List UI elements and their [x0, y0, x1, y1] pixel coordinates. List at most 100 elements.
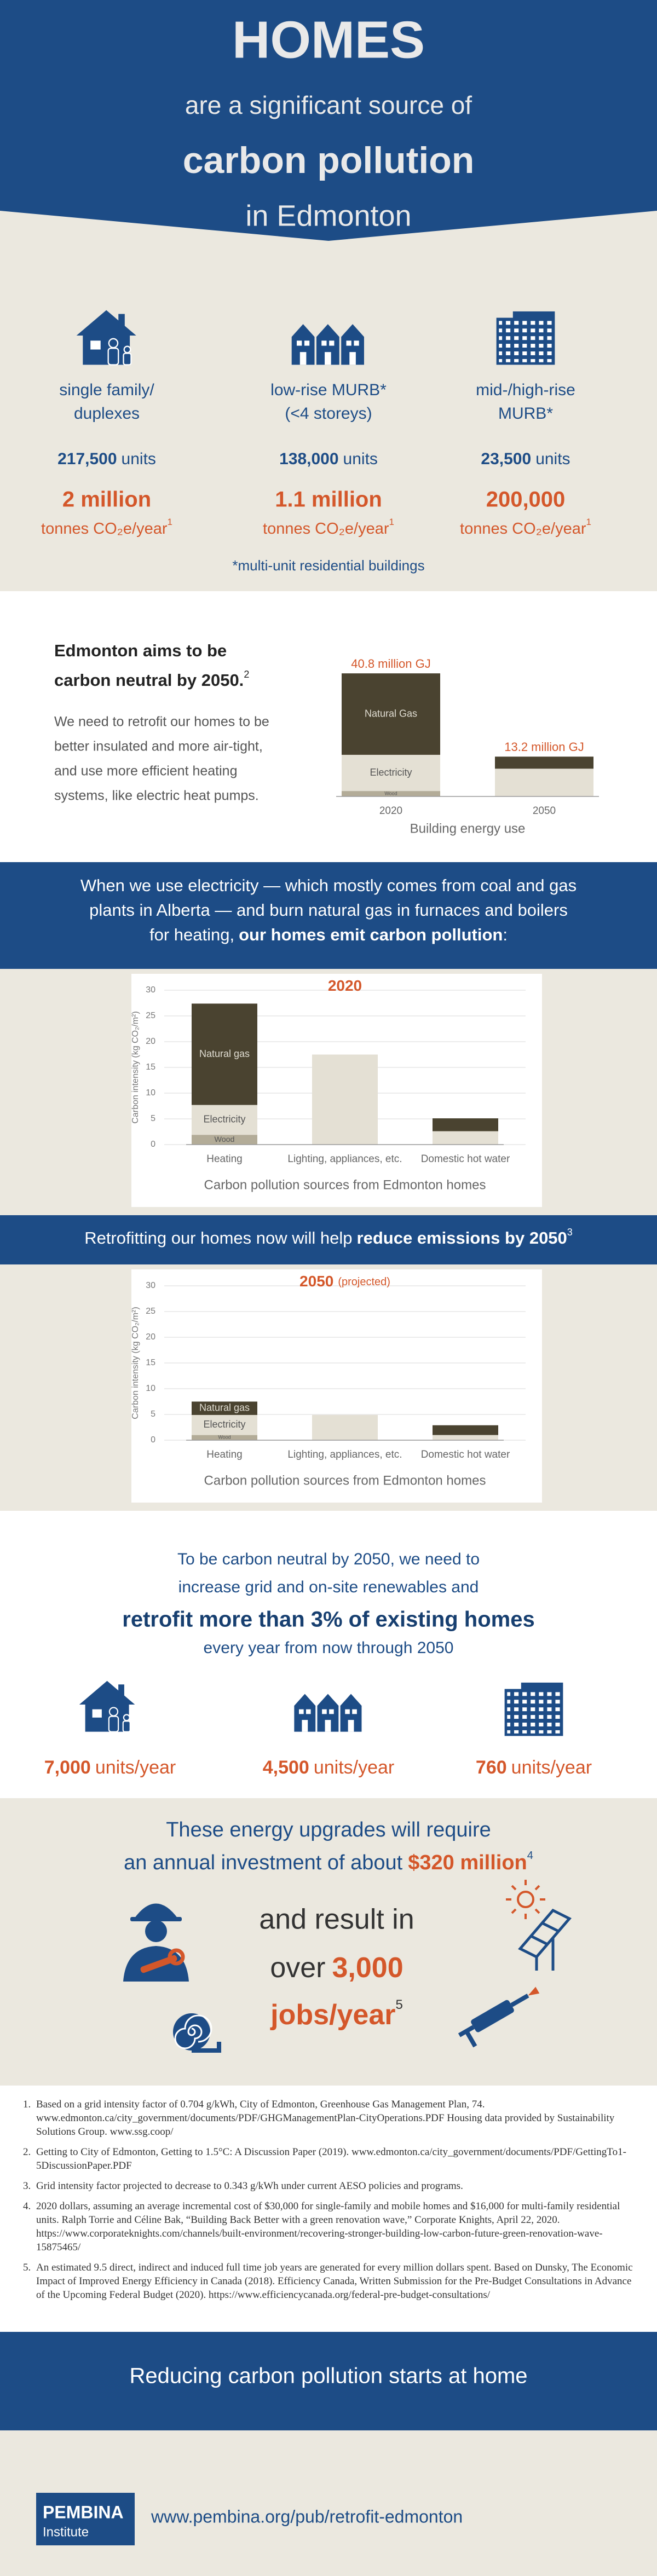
title-note: (projected)	[338, 1276, 390, 1288]
bar-segment	[342, 754, 440, 792]
header-bg	[0, 0, 657, 241]
count-unit: units	[343, 450, 378, 468]
housing-emissions: 2 million	[62, 488, 151, 512]
housing-label: low-rise MURB*	[270, 381, 387, 399]
bar-segment	[312, 1054, 378, 1145]
x-tick-label: Lighting, appliances, etc.	[287, 1153, 402, 1165]
rate-count: 7,000	[44, 1757, 91, 1778]
y-tick-label: 25	[146, 1011, 155, 1020]
segment-label: Wood	[214, 1135, 234, 1144]
bar-segment	[192, 1105, 257, 1135]
footnote-number: 4.	[23, 2200, 31, 2212]
bar-segment	[192, 1435, 257, 1440]
y-tick-label: 30	[146, 985, 155, 995]
rate: 760 units/year	[476, 1757, 592, 1778]
x-axis-label: Building energy use	[410, 821, 526, 836]
header-line: in Edmonton	[245, 199, 411, 232]
intro-line: When we use electricity — which mostly c…	[80, 876, 577, 895]
bar-segment	[192, 1003, 257, 1105]
emissions-unit: tonnes CO₂e/year1	[460, 517, 591, 537]
bar-segment	[433, 1131, 498, 1145]
x-tick-label: Lighting, appliances, etc.	[287, 1449, 402, 1460]
jobs-count: 3,000	[332, 1952, 404, 1984]
emissions-unit: tonnes CO₂e/year1	[41, 517, 172, 537]
housing-label: MURB*	[498, 405, 553, 423]
bar-segment	[192, 1135, 257, 1145]
footnote-number: 2.	[23, 2146, 31, 2158]
x-tick-label: Heating	[206, 1449, 243, 1460]
x-axis-label: Carbon pollution sources from Edmonton h…	[204, 1177, 486, 1192]
y-tick-label: 15	[146, 1062, 155, 1072]
footnote-ref: 4	[527, 1850, 533, 1862]
unit: tonnes CO₂e/year	[41, 520, 168, 538]
segment-label: Wood	[384, 790, 397, 796]
rate: 4,500 units/year	[263, 1757, 395, 1778]
target-line: increase grid and on-site renewables and	[178, 1578, 479, 1596]
bar-segment	[495, 756, 593, 769]
rate-unit: units/year	[95, 1757, 176, 1778]
y-tick-label: 5	[151, 1410, 155, 1419]
footer-bg	[0, 2332, 657, 2430]
housing-label: (<4 storeys)	[285, 405, 372, 423]
x-tick-label: Heating	[206, 1153, 243, 1165]
y-axis-label: Carbon intensity (kg CO₂/m²)	[131, 1011, 140, 1123]
housing-count: 138,000 units	[279, 450, 378, 468]
chart: 0 5 10 15 20 25 30 Carbon intensity (kg CO₂/m²)…	[131, 1269, 542, 1503]
footnote-text: Grid intensity factor projected to decre…	[36, 2180, 463, 2192]
housing-label: mid-/high-rise	[476, 381, 575, 399]
jobs-unit: jobs/year5	[270, 1997, 403, 2030]
y-tick-label: 10	[146, 1088, 155, 1098]
aim-body: systems, like electric heat pumps.	[54, 788, 259, 804]
intro-line: for heating, our homes emit carbon pollut…	[149, 925, 508, 944]
footnote-text: An estimated 9.5 direct, indirect and in…	[36, 2262, 633, 2301]
footnote: 1. Based on a grid intensity factor of 0.…	[23, 2098, 634, 2139]
y-tick-label: 30	[146, 1281, 155, 1290]
rate-unit: units/year	[314, 1757, 394, 1778]
y-tick-label: 20	[146, 1037, 155, 1046]
band-bg	[0, 1215, 657, 1264]
housing-footnote: *multi-unit residential buildings	[232, 557, 424, 574]
footnote-text: 2020 dollars, assuming an average increm…	[36, 2200, 620, 2253]
icon-caulk-gun	[458, 1986, 540, 2048]
rate: 7,000 units/year	[44, 1757, 176, 1778]
chart-panel	[131, 1269, 542, 1503]
bar-segment	[342, 673, 440, 755]
amount: $320 million	[408, 1851, 527, 1874]
text: an annual investment of about	[124, 1851, 403, 1874]
intro-line: plants in Alberta — and burn natural gas…	[89, 900, 568, 920]
x-axis-label: Carbon pollution sources from Edmonton h…	[204, 1473, 486, 1488]
segment-label: Electricity	[370, 767, 412, 778]
bar-segment	[433, 1435, 498, 1440]
aim-body: and use more efficient heating	[54, 764, 238, 779]
segment-label: Natural Gas	[365, 708, 417, 719]
section-bg	[0, 1511, 657, 1798]
x-tick-label: 2050	[533, 805, 556, 817]
investment-line: These energy upgrades will require	[166, 1818, 491, 1841]
icon-low-rise	[294, 1694, 362, 1732]
segment-label: Electricity	[203, 1419, 245, 1430]
x-tick-label: Domestic hot water	[421, 1153, 510, 1165]
title: 2050	[299, 1273, 333, 1290]
icon-high-rise	[496, 311, 555, 365]
bar-segment	[495, 769, 593, 796]
aim-heading: Edmonton aims to be	[54, 641, 227, 660]
count-unit: units	[122, 450, 156, 468]
y-tick-label: 0	[151, 1435, 155, 1445]
rate-unit: units/year	[511, 1757, 592, 1778]
segment-label: Wood	[218, 1435, 230, 1440]
footnote: 2. Getting to City of Edmonton, Getting t…	[23, 2145, 634, 2173]
text: for heating,	[149, 925, 234, 944]
target-line: To be carbon neutral by 2050, we need to	[177, 1550, 480, 1568]
footnote-number: 5.	[23, 2262, 31, 2273]
rate-count: 4,500	[263, 1757, 309, 1778]
bar-segment	[312, 1414, 378, 1440]
emphasis: reduce emissions by 2050	[357, 1228, 567, 1247]
icon-solar-panel	[518, 1908, 572, 1971]
header-line: carbon pollution	[183, 140, 475, 181]
aim-body: better insulated and more air-tight,	[54, 739, 263, 754]
bar-segment	[342, 791, 440, 796]
bar-segment	[192, 1414, 257, 1435]
emissions-unit: tonnes CO₂e/year1	[263, 517, 394, 537]
icon-worker	[123, 1903, 189, 1982]
